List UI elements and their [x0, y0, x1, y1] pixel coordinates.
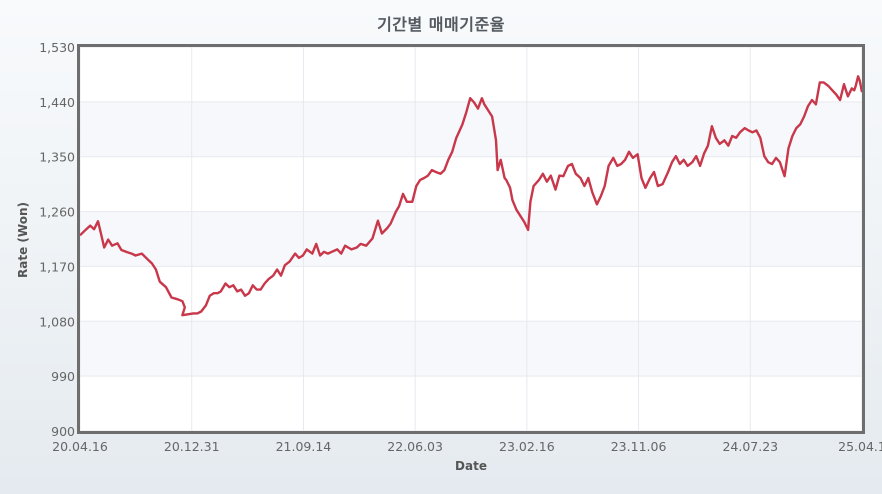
y-axis-label: Rate (Won) [16, 202, 30, 278]
y-tick-label: 1,530 [39, 40, 75, 55]
x-tick-label: 23.02.16 [499, 439, 555, 454]
y-tick-label: 1,170 [39, 259, 75, 274]
x-tick-label: 20.04.16 [52, 439, 108, 454]
x-tick-label: 24.07.23 [722, 439, 778, 454]
y-axis-ticks: 1,530 1,440 1,350 1,260 1,170 1,080 990 900 [39, 40, 75, 439]
x-tick-label: 22.06.03 [387, 439, 443, 454]
y-tick-label: 1,350 [39, 150, 75, 165]
x-axis-ticks: 20.04.16 20.12.31 21.09.14 22.06.03 23.02.16… [52, 439, 882, 454]
x-axis-label: Date [455, 459, 487, 473]
y-tick-label: 1,440 [39, 95, 75, 110]
x-tick-label: 20.12.31 [164, 439, 220, 454]
y-tick-label: 1,260 [39, 205, 75, 220]
chart-title: 기간별 매매기준율 [377, 15, 505, 34]
y-tick-label: 1,080 [39, 314, 75, 329]
x-tick-label: 21.09.14 [276, 439, 332, 454]
plot-frame [77, 44, 865, 434]
y-tick-label: 990 [51, 369, 75, 384]
x-tick-label: 25.04.1 [838, 439, 882, 454]
y-tick-label: 900 [51, 424, 75, 439]
rate-line-series[interactable] [79, 75, 864, 317]
rate-line[interactable] [79, 75, 864, 317]
x-tick-label: 23.11.06 [611, 439, 667, 454]
plot-bands [80, 47, 862, 431]
